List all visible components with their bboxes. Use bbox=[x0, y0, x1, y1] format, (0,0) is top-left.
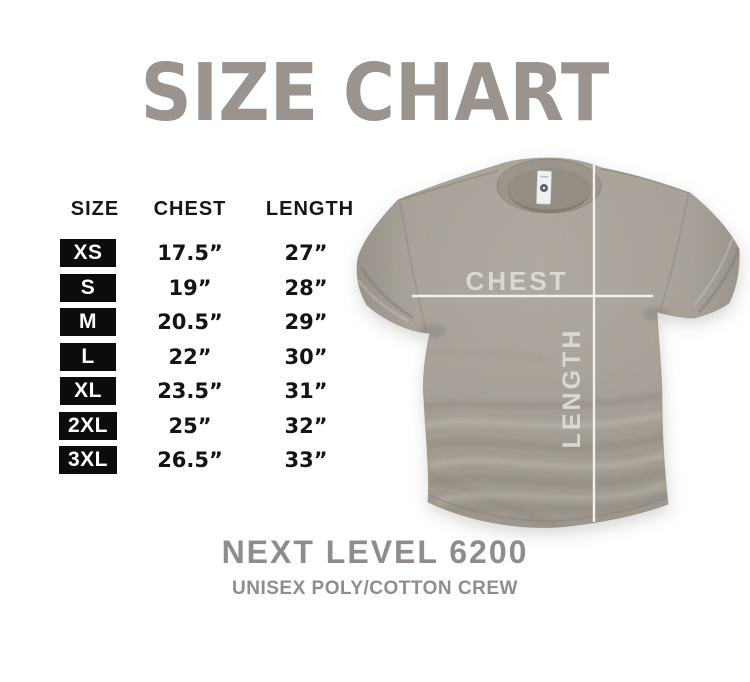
page-title: SIZE CHART bbox=[140, 46, 610, 139]
table-row: XL 23.5” 31” bbox=[38, 377, 378, 405]
column-header-size: SIZE bbox=[70, 198, 120, 220]
length-value: 30” bbox=[284, 344, 328, 369]
collar bbox=[496, 158, 602, 214]
column-header-chest: CHEST bbox=[153, 198, 227, 220]
size-badge: 2XL bbox=[58, 411, 117, 440]
product-name: NEXT LEVEL 6200 bbox=[221, 534, 529, 570]
chest-value: 23.5” bbox=[157, 379, 223, 403]
chest-value: 25” bbox=[168, 413, 212, 438]
chest-value: 22” bbox=[168, 344, 212, 369]
size-table-body: XS 17.5” 27” S 19” 28” M 20.5” 29” L 22”… bbox=[38, 239, 378, 474]
tshirt-svg bbox=[356, 157, 740, 529]
size-table-header: SIZE CHEST LENGTH bbox=[38, 196, 378, 222]
table-row: S 19” 28” bbox=[38, 273, 378, 302]
tshirt-photo: CHEST LENGTH bbox=[350, 145, 750, 537]
length-value: 31” bbox=[284, 379, 328, 403]
column-header-length: LENGTH bbox=[265, 198, 355, 220]
size-badge: XS bbox=[60, 239, 116, 267]
product-subtitle: UNISEX POLY/COTTON CREW bbox=[232, 578, 518, 599]
length-value: 32” bbox=[284, 413, 328, 438]
brand-tag-icon bbox=[536, 170, 552, 205]
table-row: XS 17.5” 27” bbox=[38, 239, 378, 267]
size-badge: M bbox=[60, 308, 116, 336]
size-badge: L bbox=[60, 342, 116, 371]
chest-value: 17.5” bbox=[157, 241, 223, 265]
size-table: SIZE CHEST LENGTH XS 17.5” 27” S 19” 28”… bbox=[38, 196, 378, 474]
footer: NEXT LEVEL 6200 UNISEX POLY/COTTON CREW bbox=[0, 534, 750, 600]
length-value: 29” bbox=[284, 310, 328, 334]
length-value: 28” bbox=[284, 275, 328, 300]
chest-value: 26.5” bbox=[157, 448, 223, 472]
length-value: 33” bbox=[284, 448, 328, 472]
chest-value: 20.5” bbox=[157, 310, 223, 334]
length-value: 27” bbox=[284, 241, 328, 265]
table-row: M 20.5” 29” bbox=[38, 308, 378, 336]
table-row: 2XL 25” 32” bbox=[38, 411, 378, 440]
table-row: L 22” 30” bbox=[38, 342, 378, 371]
table-row: 3XL 26.5” 33” bbox=[38, 446, 378, 474]
size-badge: 3XL bbox=[58, 446, 117, 474]
size-badge: XL bbox=[60, 377, 116, 405]
chest-value: 19” bbox=[168, 275, 212, 300]
size-badge: S bbox=[60, 273, 116, 302]
